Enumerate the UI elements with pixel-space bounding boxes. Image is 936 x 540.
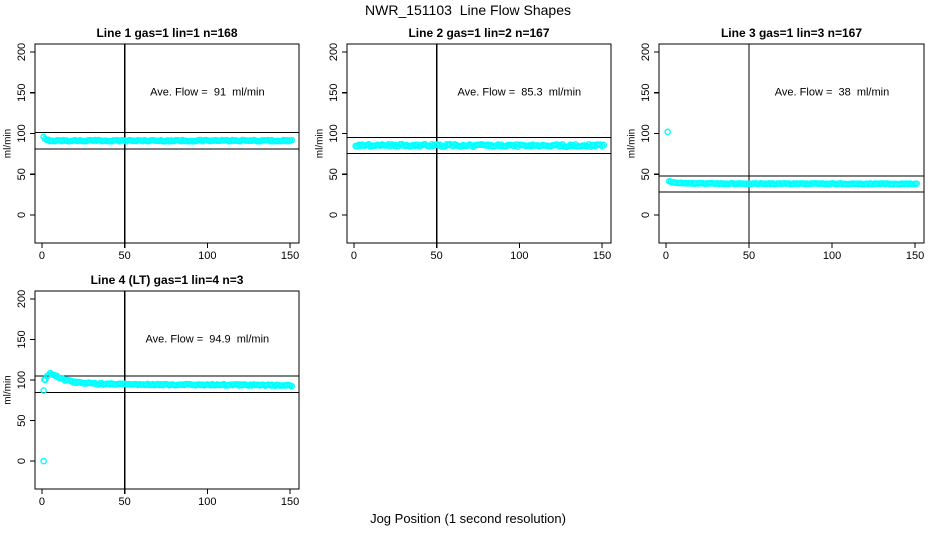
x-tick-label: 100 [198,496,216,508]
y-tick-label: 0 [16,458,28,464]
y-tick-label: 50 [640,168,652,180]
data-point [288,136,296,144]
y-tick-label: 200 [16,290,28,308]
subplot-title: Line 2 gas=1 lin=2 n=167 [408,26,549,40]
plot-box [34,43,300,244]
data-point [40,457,47,465]
x-tick-label: 0 [351,250,357,262]
plot-box [34,290,300,490]
ave-flow-annotation: Ave. Flow = 85.3 ml/min [458,87,582,99]
data-point [40,387,47,394]
x-tick-label: 100 [510,250,528,262]
x-tick-label: 50 [119,250,131,262]
data-point [597,141,604,148]
y-tick-label: 100 [16,124,28,142]
y-tick-label: 0 [640,212,652,218]
x-tick-label: 150 [906,250,924,262]
data-point [288,382,296,390]
y-tick-label: 100 [328,124,340,142]
x-tick-label: 50 [431,250,443,262]
x-tick-label: 0 [39,250,45,262]
x-tick-label: 100 [198,250,216,262]
y-tick-label: 150 [640,84,652,102]
data-point [600,141,608,149]
subplot-line-4: 0 50 100 150 0 50 100 150 200 ml/min Line 4 (LT) g… [3,273,300,508]
y-tick-label: 150 [16,330,28,348]
data-point [41,376,49,384]
y-tick-label: 100 [640,124,652,142]
subplot-title: Line 3 gas=1 lin=3 n=167 [721,26,862,40]
data-points [664,128,920,188]
x-axis-label: Jog Position (1 second resolution) [370,511,566,526]
subplot-line-1: 0 50 100 150 0 50 100 150 200 ml/min Line 1 gas=1 … [3,26,300,262]
data-points [40,133,296,145]
subplot-line-2: 0 50 100 150 0 50 100 150 200 ml/min Line 2 gas=1 … [315,26,612,262]
ave-flow-annotation: Ave. Flow = 38 ml/min [775,87,889,99]
data-point [664,128,671,136]
ave-flow-annotation: Ave. Flow = 91 ml/min [150,87,264,99]
x-tick-label: 0 [663,250,669,262]
y-axis-unit-label: ml/min [627,129,638,158]
x-tick-label: 0 [39,496,45,508]
y-tick-label: 200 [16,43,28,61]
x-tick-label: 150 [281,496,299,508]
subplot-title: Line 1 gas=1 lin=1 n=168 [96,26,237,40]
y-tick-label: 50 [16,168,28,180]
y-tick-label: 200 [328,43,340,61]
y-tick-label: 0 [328,212,340,218]
x-tick-label: 50 [119,496,131,508]
x-tick-label: 150 [593,250,611,262]
y-axis-unit-label: ml/min [3,375,14,404]
plot-box [658,43,925,244]
y-tick-label: 50 [328,168,340,180]
y-tick-label: 200 [640,43,652,61]
data-point [913,180,920,187]
y-axis-unit-label: ml/min [315,129,326,158]
data-points [352,140,608,151]
x-tick-label: 100 [823,250,841,262]
subplot-title: Line 4 (LT) gas=1 lin=4 n=3 [91,273,244,287]
subplot-line-3: 0 50 100 150 0 50 100 150 200 ml/min Line 3 gas=1 … [627,26,925,262]
y-tick-label: 150 [16,84,28,102]
y-tick-label: 0 [16,212,28,218]
x-tick-label: 50 [743,250,755,262]
chart-title: NWR_151103 Line Flow Shapes [365,2,571,18]
ave-flow-annotation: Ave. Flow = 94.9 ml/min [146,333,270,345]
y-tick-label: 50 [16,414,28,426]
data-points [40,369,296,465]
y-tick-label: 150 [328,84,340,102]
y-axis-unit-label: ml/min [3,129,14,158]
plot-box [346,43,612,244]
y-tick-label: 100 [16,371,28,389]
x-tick-label: 150 [281,250,299,262]
